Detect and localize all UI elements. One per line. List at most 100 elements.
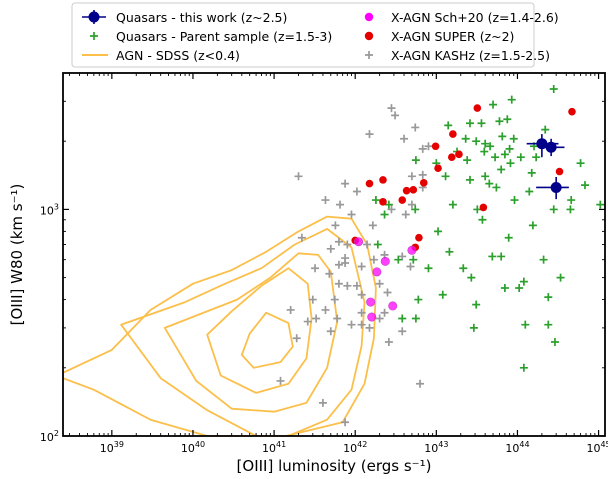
kashz-point-57 (384, 337, 393, 346)
parent-point-49 (504, 233, 513, 242)
parent-point-59 (500, 283, 509, 292)
kashz-point-30 (334, 260, 343, 269)
y-tick-label-2: 103 (40, 202, 59, 217)
quasar-point-1 (536, 138, 548, 150)
super-point-16 (555, 167, 564, 176)
legend-label: X-AGN KASHz (z=1.5-2.5) (391, 48, 550, 63)
kashz-point-41 (308, 295, 317, 304)
legend-item-4: X-AGN Sch+20 (z=1.4-2.6) (364, 10, 559, 25)
kashz-point-10 (407, 172, 416, 181)
sch20-point-3 (407, 245, 417, 255)
parent-point-52 (445, 247, 454, 256)
kashz-point-11 (418, 170, 427, 179)
kashz-point-47 (357, 308, 366, 317)
x-tick-label-7: 1045 (586, 440, 608, 455)
kashz-point-28 (311, 264, 320, 273)
legend-item-3: AGN - SDSS (z<0.4) (82, 48, 240, 63)
super-point-1 (473, 104, 482, 112)
parent-point-60 (424, 264, 433, 273)
kashz-point-32 (357, 262, 366, 271)
legend-label: Quasars - Parent sample (z=1.5-3) (116, 29, 332, 44)
legend-item-2: Quasars - Parent sample (z=1.5-3) (90, 29, 332, 44)
kashz-point-20 (368, 221, 377, 230)
legend-item-1: Quasars - this work (z~2.5) (82, 10, 287, 25)
parent-point-71 (521, 320, 530, 329)
parent-point-47 (566, 205, 575, 214)
kashz-point-23 (334, 237, 343, 246)
parent-point-17 (486, 142, 495, 151)
kashz-point-38 (352, 281, 361, 290)
x-tick-label-1: 1039 (100, 440, 124, 455)
super-point-11 (409, 186, 418, 194)
legend-handle-marker (88, 11, 100, 23)
kashz-point-12 (352, 187, 361, 196)
parent-point-43 (411, 205, 420, 214)
parent-point-40 (473, 205, 482, 214)
super-point-3 (449, 130, 457, 138)
parent-point-45 (380, 210, 389, 219)
plot-area (63, 84, 605, 436)
parent-point-13 (481, 139, 490, 148)
parent-point-51 (373, 240, 382, 249)
kashz-point-6 (418, 144, 427, 153)
parent-point-68 (411, 314, 420, 323)
parent-point-74 (438, 290, 447, 299)
parent-point-72 (550, 337, 559, 346)
parent-point-48 (528, 221, 537, 230)
legend-handle-marker (365, 51, 373, 59)
x-tick-label-6: 1044 (505, 440, 529, 455)
kashz-point-56 (365, 323, 374, 332)
super-point-14 (379, 198, 387, 206)
kashz-point-53 (357, 320, 366, 329)
parent-point-29 (481, 172, 490, 181)
legend-label: Quasars - this work (z~2.5) (116, 10, 287, 25)
legend-label: X-AGN SUPER (z~2) (391, 29, 514, 44)
kashz-point-8 (294, 172, 303, 181)
legend-handle-marker (364, 31, 374, 41)
kashz-point-46 (321, 305, 330, 314)
legend-handle-marker (90, 32, 98, 40)
kashz-point-9 (341, 179, 350, 188)
parent-point-35 (510, 196, 519, 205)
kashz-point-39 (375, 279, 384, 288)
super-point-4 (431, 142, 440, 151)
parent-point-34 (525, 187, 534, 196)
parent-point-76 (576, 159, 585, 168)
kashz-point-59 (318, 398, 327, 407)
parent-point-33 (492, 183, 501, 192)
parent-point-8 (465, 119, 474, 128)
kashz-point-43 (357, 290, 366, 299)
kashz-point-42 (330, 295, 339, 304)
kashz-point-18 (407, 200, 416, 209)
parent-point-22 (463, 156, 472, 165)
parent-point-24 (506, 159, 515, 168)
super-point-5 (447, 153, 456, 162)
legend-label: X-AGN Sch+20 (z=1.4-2.6) (391, 10, 559, 25)
kashz-point-3 (411, 123, 420, 132)
parent-point-53 (409, 255, 418, 264)
kashz-point-50 (312, 314, 321, 323)
parent-point-37 (580, 181, 589, 190)
kashz-point-61 (416, 379, 425, 388)
super-point-13 (402, 186, 411, 195)
series-x-agn-sch20 (354, 237, 417, 322)
sch20-point-4 (380, 256, 390, 266)
series-quasars-parent (371, 84, 605, 372)
parent-point-57 (556, 273, 565, 282)
parent-point-36 (596, 200, 605, 209)
parent-point-61 (497, 252, 506, 261)
super-point-8 (379, 176, 387, 184)
parent-point-32 (485, 179, 494, 188)
kashz-point-55 (326, 327, 335, 336)
kashz-point-31 (341, 259, 350, 268)
kashz-point-5 (365, 130, 374, 139)
parent-point-75 (472, 300, 481, 309)
x-tick-label-2: 1040 (181, 440, 205, 455)
kashz-point-45 (286, 305, 295, 314)
kashz-point-29 (325, 269, 334, 278)
kashz-point-17 (387, 205, 396, 214)
kashz-point-48 (380, 308, 389, 317)
sch20-point-6 (388, 301, 398, 311)
kashz-point-21 (401, 210, 410, 219)
parent-point-3 (489, 100, 498, 109)
